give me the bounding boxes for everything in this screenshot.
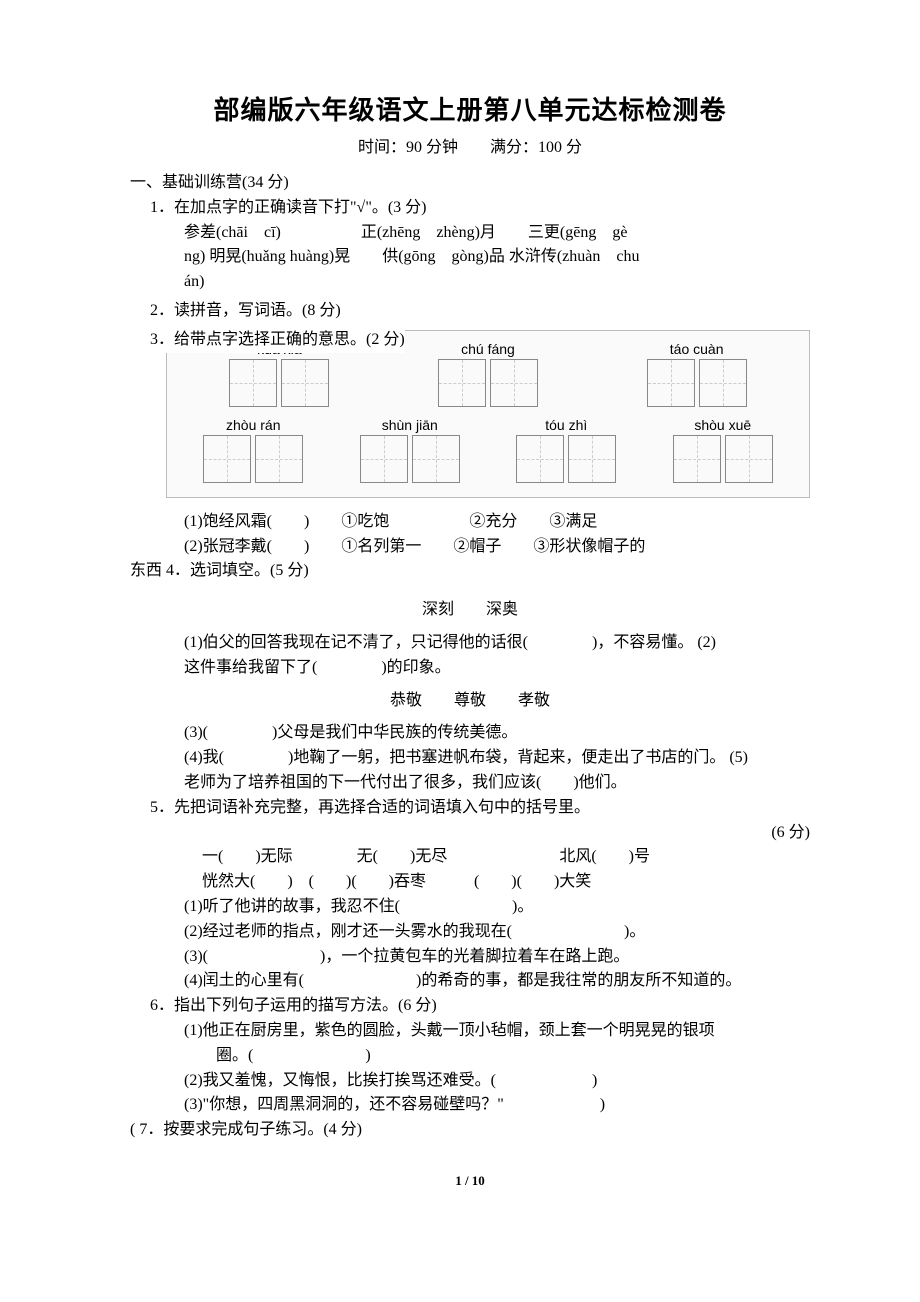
- q4-item2: 这件事给我留下了( )的印象。: [130, 656, 810, 681]
- q4-pair1: 深刻 深奥: [130, 598, 810, 623]
- pinyin-grid-area: kuà xià chú fáng táo cuàn zhòu rán: [166, 330, 810, 498]
- q1-line1: 参差(chāi cī) 正(zhēng zhèng)月 三更(gēng gè: [130, 221, 810, 246]
- write-box[interactable]: [281, 359, 329, 407]
- pinyin-label: tóu zhì: [514, 417, 618, 433]
- pinyin-row-2: zhòu rán shùn jiān tóu zhì shòu xuē: [175, 417, 801, 483]
- page-number: 1 / 10: [130, 1173, 810, 1189]
- write-box[interactable]: [647, 359, 695, 407]
- q5-head: 5．先把词语补充完整，再选择合适的词语填入句中的括号里。: [130, 796, 810, 821]
- section-1-heading: 一、基础训练营(34 分): [130, 171, 810, 196]
- write-box[interactable]: [412, 435, 460, 483]
- q5-item4: (4)闰土的心里有( )的希奇的事，都是我往常的朋友所不知道的。: [130, 969, 810, 994]
- pinyin-label: shòu xuē: [671, 417, 775, 433]
- pinyin-label: shùn jiān: [358, 417, 462, 433]
- doc-subtitle: 时间：90 分钟 满分：100 分: [130, 133, 810, 157]
- write-box[interactable]: [568, 435, 616, 483]
- write-box[interactable]: [438, 359, 486, 407]
- write-box[interactable]: [229, 359, 277, 407]
- write-box[interactable]: [255, 435, 303, 483]
- q6-item2: (2)我又羞愧，又悔恨，比挨打挨骂还难受。( ): [130, 1069, 810, 1094]
- q4-item4: (4)我( )地鞠了一躬，把书塞进帆布袋，背起来，便走出了书店的门。 (5): [130, 746, 810, 771]
- write-box[interactable]: [725, 435, 773, 483]
- q6-head: 6．指出下列句子运用的描写方法。(6 分): [130, 994, 810, 1019]
- write-box[interactable]: [673, 435, 721, 483]
- pinyin-label: chú fáng: [436, 341, 540, 357]
- q5-item2: (2)经过老师的指点，刚才还一头雾水的我现在( )。: [130, 920, 810, 945]
- q6-item1b: 圈。( ): [130, 1044, 810, 1069]
- q4-item1: (1)伯父的回答我现在记不清了，只记得他的话很( )，不容易懂。 (2): [130, 631, 810, 656]
- write-box[interactable]: [699, 359, 747, 407]
- q5-item1: (1)听了他讲的故事，我忍不住( )。: [130, 895, 810, 920]
- q4-item5: 老师为了培养祖国的下一代付出了很多，我们应该( )他们。: [130, 771, 810, 796]
- q1-line2: ng) 明晃(huǎng huàng)晃 供(gōng gòng)品 水浒传(z…: [130, 245, 810, 270]
- pinyin-label: táo cuàn: [645, 341, 749, 357]
- q4-head: 东西 4．选词填空。(5 分): [130, 559, 810, 584]
- q7-head: ( 7．按要求完成句子练习。(4 分): [130, 1118, 810, 1143]
- q3-item2: (2)张冠李戴( ) ①名列第一 ②帽子 ③形状像帽子的: [130, 535, 810, 560]
- write-box[interactable]: [360, 435, 408, 483]
- write-box[interactable]: [203, 435, 251, 483]
- q5-row1: 一( )无际 无( )无尽 北风( )号: [130, 845, 810, 870]
- q6-item1a: (1)他正在厨房里，紫色的圆脸，头戴一顶小毡帽，颈上套一个明晃晃的银项: [130, 1019, 810, 1044]
- q1-head: 1．在加点字的正确读音下打"√"。(3 分): [130, 196, 810, 221]
- q5-row2: 恍然大( ) ( )( )吞枣 ( )( )大笑: [130, 870, 810, 895]
- doc-title: 部编版六年级语文上册第八单元达标检测卷: [130, 90, 810, 127]
- q2-head: 2．读拼音，写词语。(8 分): [130, 299, 810, 324]
- q5-item3: (3)( )，一个拉黄包车的光着脚拉着车在路上跑。: [130, 945, 810, 970]
- q4-pair2: 恭敬 尊敬 孝敬: [130, 689, 810, 714]
- q6-item3: (3)"你想，四周黑洞洞的，还不容易碰壁吗？" ): [130, 1093, 810, 1118]
- write-box[interactable]: [490, 359, 538, 407]
- q3-item1: (1)饱经风霜( ) ①吃饱 ②充分 ③满足: [130, 510, 810, 535]
- pinyin-label: zhòu rán: [201, 417, 305, 433]
- q1-line3: án): [130, 270, 810, 295]
- q3-head: 3．给带点字选择正确的意思。(2 分): [130, 328, 405, 353]
- q4-item3: (3)( )父母是我们中华民族的传统美德。: [130, 721, 810, 746]
- write-box[interactable]: [516, 435, 564, 483]
